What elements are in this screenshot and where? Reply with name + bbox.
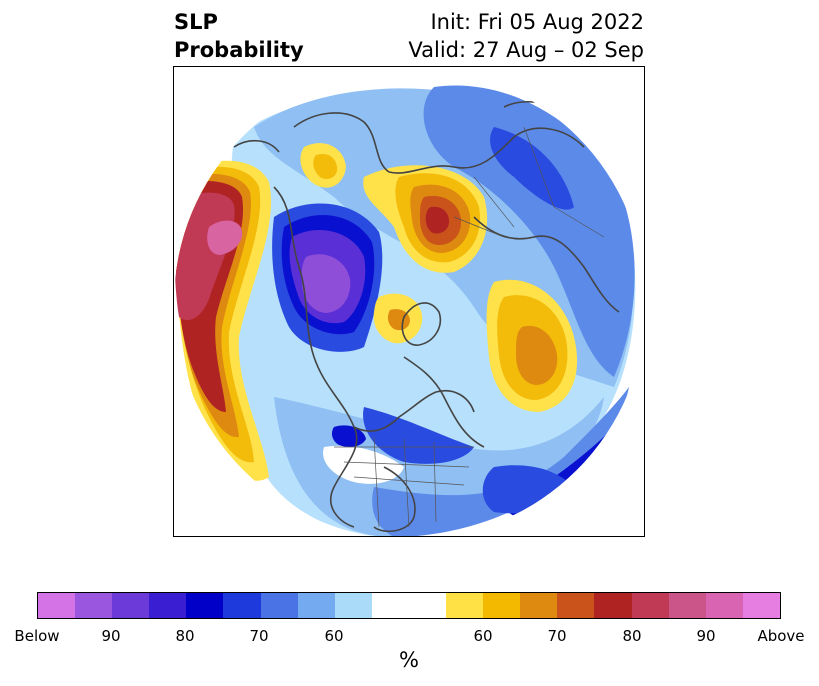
colorbar-tick-label: Below bbox=[14, 627, 60, 645]
political-borders bbox=[334, 126, 605, 528]
colorbar-tick-label: 60 bbox=[473, 627, 493, 645]
above-gold-scand bbox=[313, 153, 338, 179]
colorbar-segment bbox=[75, 593, 113, 618]
colorbar-segment bbox=[668, 593, 706, 618]
below-mid-east bbox=[490, 127, 574, 210]
colorbar-segment bbox=[260, 593, 298, 618]
map-dates: Init: Fri 05 Aug 2022 Valid: 27 Aug – 02… bbox=[408, 8, 644, 64]
below-mid-canada bbox=[363, 407, 474, 464]
colorbar-segment bbox=[594, 593, 632, 618]
colorbar-segment bbox=[371, 593, 409, 618]
above-orange-pole bbox=[387, 309, 410, 331]
probability-field bbox=[174, 67, 644, 536]
colorbar-segment bbox=[38, 593, 76, 618]
colorbar-tick-label: 80 bbox=[622, 627, 642, 645]
below-light-region bbox=[423, 85, 635, 377]
colorbar-segment bbox=[334, 593, 372, 618]
init-date: Init: Fri 05 Aug 2022 bbox=[430, 10, 644, 34]
colorbar-segment bbox=[631, 593, 669, 618]
colorbar-segment bbox=[297, 593, 335, 618]
colorbar-segment bbox=[483, 593, 521, 618]
colorbar-tick-label: 80 bbox=[175, 627, 195, 645]
map-panel bbox=[173, 66, 645, 537]
above-orange-atlantic bbox=[516, 325, 558, 385]
valid-dates: Valid: 27 Aug – 02 Sep bbox=[408, 38, 644, 62]
above-pink-pacific bbox=[207, 220, 243, 255]
above-red-siberia bbox=[425, 206, 450, 234]
below-light-south bbox=[372, 387, 629, 536]
colorbar-label: % bbox=[399, 648, 419, 672]
colorbar-segment bbox=[742, 593, 780, 618]
title-line-probability: Probability bbox=[174, 38, 304, 62]
below-deep-america bbox=[331, 425, 366, 447]
colorbar-tick-label: 70 bbox=[249, 627, 269, 645]
colorbar-tick-label: Above bbox=[757, 627, 805, 645]
colorbar-segment bbox=[223, 593, 261, 618]
colorbar-tick-label: 60 bbox=[324, 627, 344, 645]
colorbar-tick-label: 70 bbox=[547, 627, 567, 645]
below-strong-pacific bbox=[301, 254, 351, 313]
colorbar-tick-label: 90 bbox=[101, 627, 121, 645]
colorbar-segment bbox=[557, 593, 595, 618]
colorbar-segment bbox=[520, 593, 558, 618]
map-title: SLP Probability bbox=[174, 8, 304, 64]
probability-map bbox=[174, 67, 644, 536]
neutral-north-america bbox=[323, 445, 404, 484]
colorbar-segment bbox=[186, 593, 224, 618]
colorbar-segment bbox=[408, 593, 447, 618]
colorbar-segment bbox=[112, 593, 150, 618]
colorbar-segment bbox=[705, 593, 743, 618]
colorbar-tick-label: 90 bbox=[696, 627, 716, 645]
title-line-slp: SLP bbox=[174, 10, 218, 34]
colorbar-segment bbox=[446, 593, 484, 618]
colorbar-segment bbox=[149, 593, 187, 618]
colorbar bbox=[37, 592, 781, 619]
